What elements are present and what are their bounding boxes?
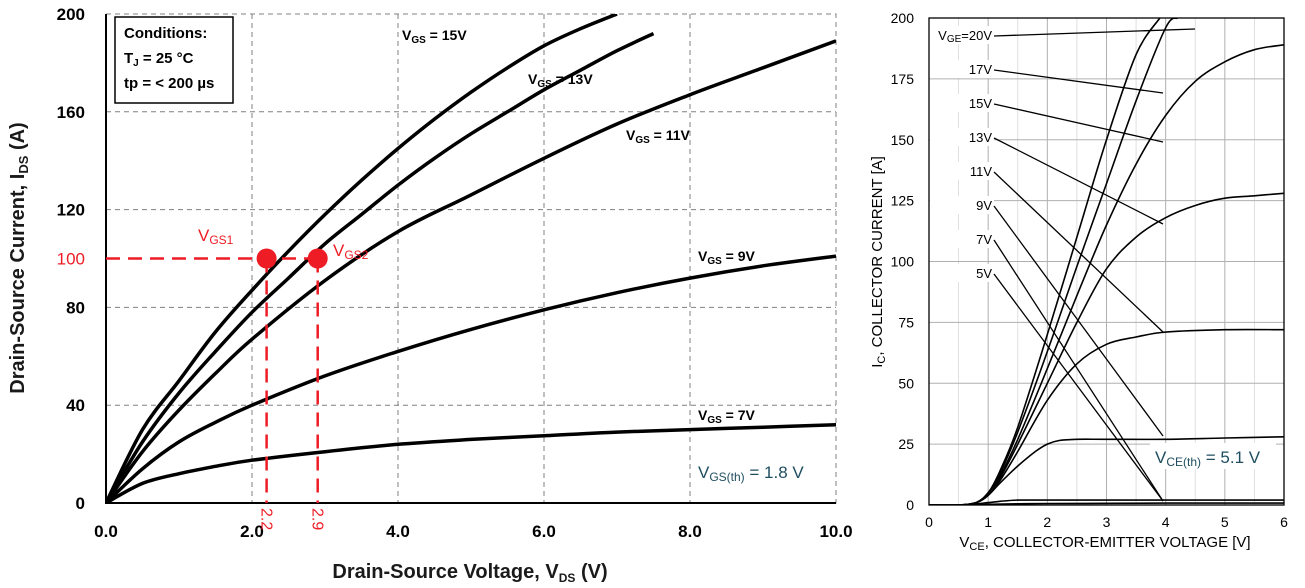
right-x-axis-title: VCE, COLLECTOR-EMITTER VOLTAGE [V] — [959, 534, 1250, 553]
left-y-tick-label: 40 — [66, 396, 85, 415]
right-y-tick-label: 125 — [891, 193, 915, 209]
right-x-tick-label: 0 — [925, 514, 933, 530]
right-y-tick-label: 75 — [898, 314, 914, 330]
right-label-bg — [930, 94, 994, 112]
marker-label-gs1: VGS1 — [198, 226, 234, 247]
conditions-tj: TJ = 25 °C — [124, 50, 194, 69]
right-curve-5v — [929, 502, 1284, 505]
right-x-tick-label: 3 — [1103, 514, 1111, 530]
right-y-tick-label: 100 — [891, 254, 915, 270]
right-y-tick-label: 50 — [898, 375, 914, 391]
conditions-box — [114, 16, 234, 104]
right-curve-label: 15V — [969, 96, 992, 111]
left-x-tick-label: 10.0 — [819, 522, 852, 541]
right-leader-line — [993, 205, 1164, 437]
right-label-bg — [930, 128, 994, 146]
left-y-tick-label: 120 — [57, 201, 85, 220]
right-y-tick-label: 25 — [898, 436, 914, 452]
left-curve-13v — [106, 32, 655, 503]
left-threshold-annotation: VGS(th) = 1.8 V — [698, 463, 804, 484]
left-x-tick-label: 8.0 — [678, 522, 702, 541]
right-label-bg — [930, 230, 994, 248]
right-threshold-bg — [1150, 443, 1276, 469]
left-curve-label: VGS = 9V — [698, 248, 756, 267]
conditions-title: Conditions: — [124, 25, 207, 42]
right-curve-label: 17V — [969, 62, 992, 77]
right-curve-label: 11V — [970, 164, 992, 179]
right-threshold-annotation: VCE(th) = 5.1 V — [1155, 448, 1261, 469]
left-x-tick-label: 2.0 — [240, 522, 264, 541]
right-leader-line — [993, 103, 1164, 143]
left-y-axis-title: Drain-Source Current, IDS (A) — [7, 122, 31, 393]
left-chart-mosfet-output: 0.0 2.0 4.0 6.0 8.0 10.0 0 40 80 120 160 200 Drain-S… — [7, 5, 853, 585]
marker-x-tick-label: 2.9 — [309, 508, 326, 530]
right-leader-line — [993, 69, 1164, 94]
left-y-tick-label: 0 — [76, 494, 85, 513]
left-curve-7v — [106, 423, 836, 503]
left-y-tick-label: 80 — [66, 298, 85, 317]
left-y-tick-label: 160 — [57, 103, 85, 122]
right-y-axis-title: IC, COLLECTOR CURRENT [A] — [869, 156, 888, 368]
left-curve-label: VGS = 15V — [402, 27, 467, 46]
left-curve-9v — [106, 254, 836, 503]
right-label-bg — [930, 26, 994, 44]
right-x-tick-label: 6 — [1280, 514, 1288, 530]
left-curve-label: VGS = 7V — [698, 407, 756, 426]
left-curve-15v — [106, 14, 618, 503]
left-x-tick-label: 6.0 — [532, 522, 556, 541]
right-curve-label: 9V — [976, 198, 992, 213]
left-curve-label: VGS = 11V — [626, 127, 691, 146]
right-curve-label: 5V — [976, 266, 992, 281]
right-curve-label: VGE=20V — [938, 28, 992, 45]
right-y-tick-label: 0 — [906, 497, 914, 513]
left-curve-11v — [106, 39, 836, 503]
right-label-bg — [930, 196, 994, 214]
right-y-tick-label: 200 — [891, 10, 915, 26]
right-leader-line — [993, 28, 1196, 37]
marker-label-gs2: VGS2 — [333, 241, 369, 262]
right-label-bg — [930, 60, 994, 78]
marker-y-label: 100 — [57, 250, 85, 269]
left-curve-label: VGS = 13V — [528, 71, 593, 90]
right-y-tick-label: 150 — [891, 132, 915, 148]
right-chart-igbt-output: 0 1 2 3 4 5 6 0 25 50 75 100 125 150 175 200 VCE, COLLEC… — [869, 10, 1288, 553]
right-x-tick-label: 4 — [1162, 514, 1170, 530]
right-x-tick-label: 2 — [1043, 514, 1051, 530]
right-x-tick-label: 1 — [984, 514, 992, 530]
left-x-tick-label: 4.0 — [386, 522, 410, 541]
right-label-bg — [930, 264, 994, 282]
right-leader-line — [993, 239, 1164, 502]
left-x-tick-label: 0.0 — [94, 522, 118, 541]
right-y-tick-label: 175 — [891, 71, 915, 87]
left-y-tick-label: 200 — [57, 5, 85, 24]
right-leader-line — [993, 273, 1164, 502]
left-x-axis-title: Drain-Source Voltage, VDS (V) — [332, 561, 607, 585]
right-leader-line — [993, 137, 1164, 225]
right-leader-line — [993, 171, 1164, 333]
marker-dot-gs1 — [256, 248, 277, 269]
marker-dot-gs2 — [307, 248, 328, 269]
right-label-bg — [930, 162, 994, 180]
right-curve-label: 13V — [969, 130, 992, 145]
right-plot-frame — [928, 17, 1285, 506]
conditions-tp: tp = < 200 µs — [124, 75, 214, 92]
right-curve-9v — [929, 436, 1284, 505]
right-curve-label: 7V — [976, 232, 992, 247]
right-x-tick-label: 5 — [1221, 514, 1229, 530]
marker-x-tick-label: 2.2 — [258, 508, 275, 530]
